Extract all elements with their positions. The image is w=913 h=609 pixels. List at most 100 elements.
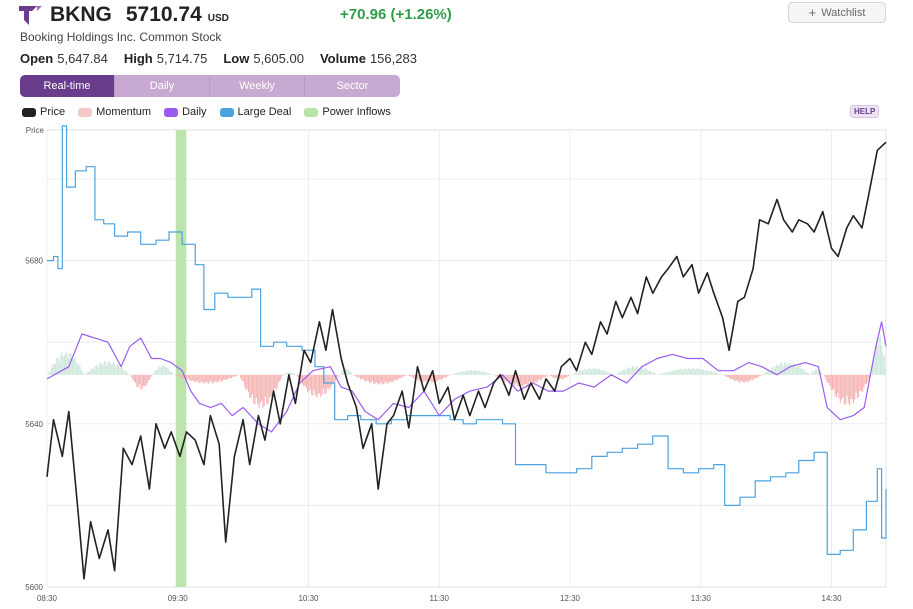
x-tick-label: 08:30	[37, 594, 58, 603]
help-button[interactable]: HELP	[850, 105, 880, 118]
momentum-bar	[820, 371, 822, 375]
momentum-bar	[136, 374, 138, 387]
momentum-bar	[685, 369, 688, 375]
momentum-bar	[74, 357, 76, 375]
momentum-bar	[303, 374, 305, 387]
momentum-bar	[390, 374, 392, 382]
legend-item-daily[interactable]: Daily	[164, 106, 207, 118]
legend-item-power-inflows[interactable]: Power Inflows	[304, 106, 391, 118]
momentum-bar	[768, 370, 770, 375]
momentum-bar	[553, 374, 555, 379]
tab-sector[interactable]: Sector	[305, 75, 400, 97]
momentum-bar	[461, 371, 464, 375]
momentum-bar	[440, 374, 442, 380]
momentum-bar	[365, 374, 367, 382]
momentum-bar	[207, 374, 209, 384]
momentum-bar	[311, 374, 313, 396]
momentum-bar	[760, 374, 762, 376]
momentum-bar	[562, 374, 564, 380]
momentum-bar	[393, 374, 396, 380]
momentum-bar	[202, 374, 204, 383]
momentum-bar	[879, 334, 881, 375]
momentum-bar	[790, 363, 792, 375]
plus-icon: +	[808, 5, 817, 20]
momentum-bar	[178, 374, 180, 377]
momentum-bar	[371, 374, 373, 381]
momentum-bar	[629, 368, 631, 375]
momentum-bar	[123, 369, 125, 375]
momentum-bar	[753, 374, 756, 379]
momentum-bar	[163, 364, 165, 375]
momentum-bar	[712, 371, 714, 375]
momentum-bar	[94, 365, 96, 375]
momentum-bar	[149, 374, 151, 380]
momentum-bar	[785, 362, 787, 375]
momentum-bar	[366, 374, 368, 381]
momentum-bar	[689, 368, 691, 375]
momentum-bar	[816, 368, 818, 375]
momentum-bar	[806, 372, 808, 375]
momentum-bar	[826, 374, 828, 383]
tab-daily[interactable]: Daily	[115, 75, 210, 97]
momentum-bar	[667, 372, 669, 375]
momentum-bar	[250, 374, 252, 398]
momentum-bar	[454, 373, 456, 375]
momentum-bar	[554, 374, 556, 379]
momentum-bar	[812, 371, 814, 375]
momentum-bar	[320, 374, 322, 398]
momentum-bar	[279, 374, 281, 382]
momentum-bar	[804, 372, 807, 375]
momentum-bar	[502, 374, 504, 380]
series-line-price	[46, 141, 887, 580]
momentum-bar	[417, 374, 419, 380]
momentum-bar	[75, 361, 77, 375]
momentum-bar	[321, 374, 323, 395]
momentum-bar	[583, 370, 585, 375]
legend-item-price[interactable]: Price	[22, 106, 65, 118]
momentum-bar	[312, 374, 314, 396]
series-line-large-deal	[47, 125, 887, 555]
momentum-bar	[396, 374, 398, 381]
momentum-bar	[234, 374, 236, 377]
momentum-bar	[300, 374, 302, 381]
momentum-bar	[691, 369, 693, 375]
tab-real-time[interactable]: Real-time	[20, 75, 115, 97]
series-line-daily	[46, 321, 887, 433]
momentum-bar	[817, 370, 819, 375]
momentum-bar	[837, 374, 839, 393]
momentum-bar	[291, 372, 293, 375]
momentum-bar	[333, 374, 335, 384]
legend-item-large-deal[interactable]: Large Deal	[219, 106, 291, 118]
tab-weekly[interactable]: Weekly	[210, 75, 305, 97]
momentum-bar	[697, 368, 699, 375]
momentum-bar	[49, 371, 51, 375]
momentum-bar	[208, 374, 210, 384]
momentum-bar	[420, 374, 423, 380]
momentum-bar	[552, 374, 554, 378]
momentum-bar	[57, 357, 59, 375]
momentum-bar	[696, 368, 698, 375]
momentum-bar	[93, 368, 95, 375]
momentum-bar	[566, 374, 568, 378]
momentum-bar	[441, 374, 443, 379]
momentum-bar	[232, 374, 234, 377]
momentum-bar	[267, 374, 269, 405]
legend-item-momentum[interactable]: Momentum	[78, 106, 151, 118]
momentum-bar	[150, 374, 152, 377]
momentum-bar	[763, 373, 765, 375]
watchlist-button[interactable]: + Watchlist	[788, 2, 886, 23]
momentum-bar	[251, 374, 253, 395]
momentum-bar	[221, 374, 223, 382]
momentum-bar	[604, 371, 606, 375]
ticker-symbol: BKNG	[50, 3, 112, 26]
momentum-bar	[228, 374, 230, 379]
momentum-bar	[206, 374, 208, 382]
momentum-bar	[845, 374, 847, 404]
momentum-bar	[249, 374, 251, 399]
momentum-bar	[765, 371, 767, 375]
momentum-bar	[60, 355, 62, 375]
momentum-bar	[514, 374, 516, 385]
momentum-bar	[236, 374, 238, 376]
momentum-bar	[246, 374, 248, 390]
momentum-bar	[382, 374, 384, 385]
